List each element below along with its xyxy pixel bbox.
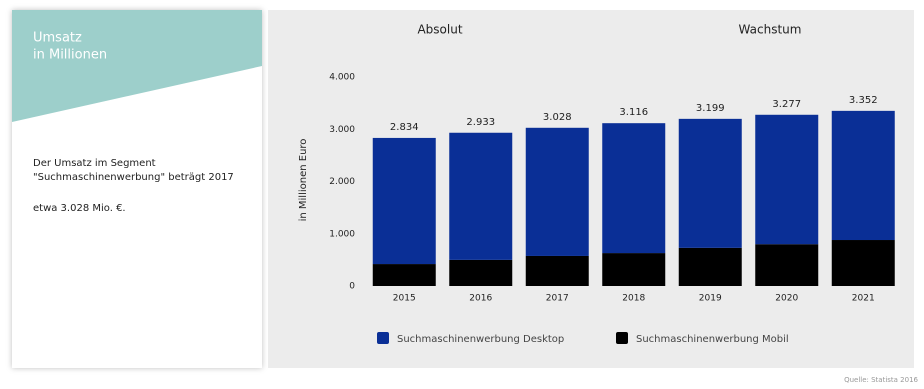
legend-label: Suchmaschinenwerbung Desktop — [397, 334, 564, 345]
legend-swatch — [616, 332, 628, 344]
bar-segment — [449, 132, 513, 260]
card-title: Umsatz — [33, 31, 82, 46]
x-tick-label: 2020 — [775, 294, 798, 304]
total-label: 3.028 — [543, 112, 572, 123]
bar-segment — [602, 253, 666, 286]
total-label: 3.277 — [772, 99, 801, 110]
source: Quelle: Statista 2016 — [844, 376, 918, 384]
bar-segment — [449, 259, 513, 286]
y-tick-label: 4.000 — [329, 73, 355, 83]
bar-segment — [525, 255, 589, 286]
total-label: 3.199 — [696, 103, 725, 114]
bar-segment — [525, 127, 589, 256]
y-tick-label: 1.000 — [329, 229, 355, 239]
bar-segment — [678, 247, 742, 286]
bar-segment — [602, 123, 666, 254]
y-tick-label: 0 — [349, 282, 355, 292]
y-tick-label: 2.000 — [329, 177, 355, 187]
y-axis-label: in Millionen Euro — [298, 139, 309, 222]
x-tick-label: 2016 — [469, 294, 492, 304]
bar-segment — [831, 110, 895, 241]
card-text: Der Umsatz im Segment — [33, 158, 156, 169]
card-text: etwa 3.028 Mio. €. — [33, 203, 126, 214]
card-title: in Millionen — [33, 48, 107, 63]
bar-segment — [678, 118, 742, 248]
card-text: "Suchmaschinenwerbung" beträgt 2017 — [33, 172, 234, 183]
x-tick-label: 2017 — [546, 294, 569, 304]
tab[interactable]: Wachstum — [739, 23, 802, 37]
legend-swatch — [377, 332, 389, 344]
x-tick-label: 2021 — [852, 294, 875, 304]
tab[interactable]: Absolut — [417, 23, 462, 37]
total-label: 3.352 — [849, 95, 878, 106]
x-tick-label: 2019 — [699, 294, 722, 304]
card-header — [12, 10, 262, 122]
bar-segment — [372, 264, 436, 286]
bar-segment — [755, 244, 819, 286]
x-tick-label: 2015 — [393, 294, 416, 304]
total-label: 2.933 — [466, 117, 495, 128]
bar-segment — [372, 137, 436, 265]
total-label: 3.116 — [619, 107, 648, 118]
bar-segment — [755, 114, 819, 245]
legend-label: Suchmaschinenwerbung Mobil — [636, 334, 789, 345]
y-tick-label: 3.000 — [329, 125, 355, 135]
bar-segment — [831, 240, 895, 286]
x-tick-label: 2018 — [622, 294, 645, 304]
total-label: 2.834 — [390, 122, 419, 133]
